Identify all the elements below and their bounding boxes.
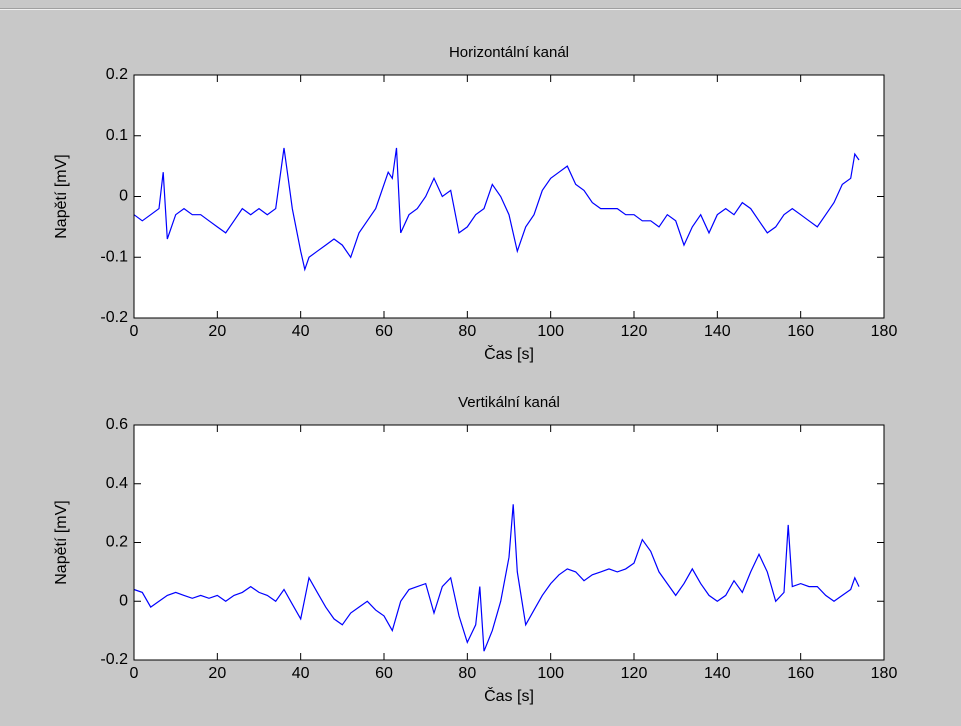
chart-title: Horizontální kanál: [449, 44, 569, 61]
y-tick-label: 0.2: [106, 66, 128, 83]
plot-area: [134, 75, 884, 318]
y-axis-label: Napětí [mV]: [53, 154, 70, 238]
x-tick-label: 160: [787, 665, 814, 682]
x-tick-label: 60: [375, 323, 393, 340]
x-tick-label: 60: [375, 665, 393, 682]
data-line: [133, 504, 860, 652]
x-tick-label: 120: [621, 323, 648, 340]
x-tick-label: 160: [787, 323, 814, 340]
y-tick-label: 0.1: [106, 127, 128, 144]
chart-title: Vertikální kanál: [458, 394, 560, 411]
x-tick-label: 40: [292, 665, 310, 682]
x-tick-label: 140: [704, 323, 731, 340]
x-tick-label: 80: [458, 665, 476, 682]
x-tick-label: 100: [537, 323, 564, 340]
x-tick-label: 0: [130, 665, 139, 682]
x-axis-label: Čas [s]: [484, 686, 534, 705]
x-tick-label: 80: [458, 323, 476, 340]
x-axis-label: Čas [s]: [484, 344, 534, 363]
x-tick-label: 40: [292, 323, 310, 340]
y-tick-label: -0.2: [100, 309, 128, 326]
x-tick-label: 100: [537, 665, 564, 682]
y-tick-label: -0.1: [100, 248, 128, 265]
y-tick-label: 0: [119, 592, 128, 609]
data-line: [133, 147, 860, 272]
x-tick-label: 140: [704, 665, 731, 682]
x-tick-label: 120: [621, 665, 648, 682]
y-tick-label: 0.4: [106, 475, 128, 492]
y-tick-label: 0: [119, 188, 128, 205]
x-tick-label: 20: [208, 323, 226, 340]
y-axis-label: Napětí [mV]: [53, 500, 70, 584]
plot-area: [134, 425, 884, 660]
x-tick-label: 20: [208, 665, 226, 682]
x-tick-label: 0: [130, 323, 139, 340]
y-tick-label: -0.2: [100, 651, 128, 668]
y-tick-label: 0.2: [106, 534, 128, 551]
x-tick-label: 180: [871, 323, 898, 340]
y-tick-label: 0.6: [106, 416, 128, 433]
x-tick-label: 180: [871, 665, 898, 682]
